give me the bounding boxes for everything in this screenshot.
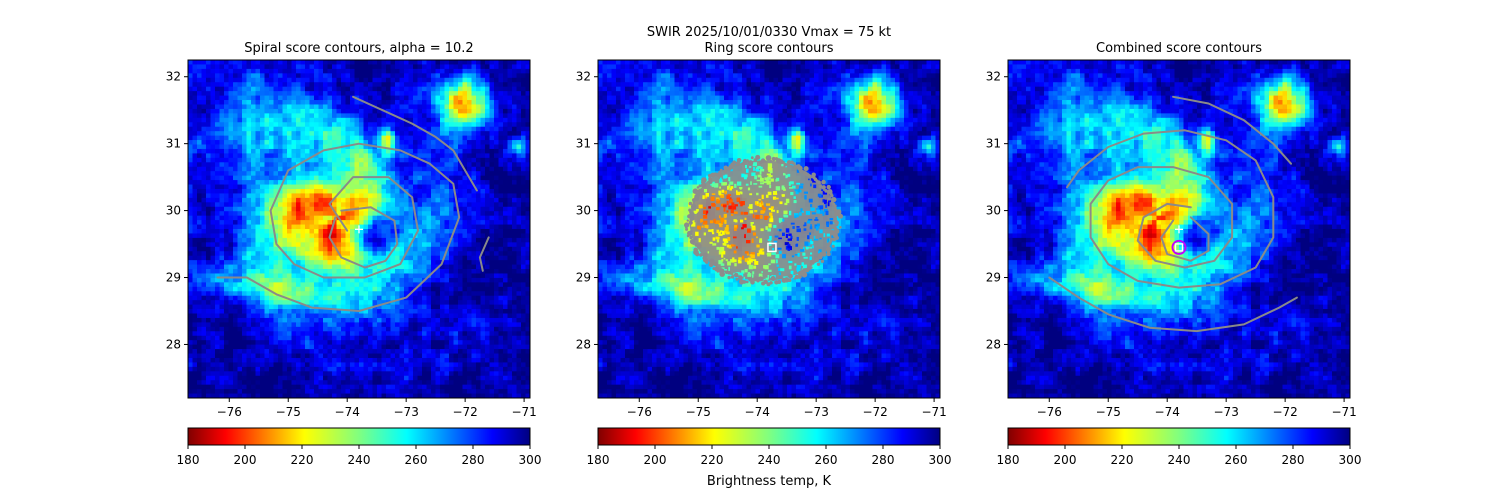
panel-title: Ring score contours (704, 41, 833, 56)
x-tick-label: −76 (217, 405, 242, 419)
x-tick-label: −74 (1155, 405, 1180, 419)
y-tick-label: 30 (986, 204, 1001, 218)
x-tick-label: −71 (921, 405, 946, 419)
y-tick-label: 30 (576, 204, 591, 218)
center-plus-marker (355, 225, 363, 234)
x-tick-label: −74 (335, 405, 360, 419)
y-tick-label: 29 (576, 271, 591, 285)
center-circle-marker (1171, 239, 1187, 255)
colorbar-tick-label: 260 (1225, 453, 1248, 467)
colorbar-label: Brightness temp, K (707, 474, 832, 489)
colorbar-tick-label: 220 (701, 453, 724, 467)
x-tick-label: −75 (686, 405, 711, 419)
y-tick-label: 31 (166, 137, 181, 151)
x-tick-label: −71 (1331, 405, 1356, 419)
axes-frame (1007, 59, 1351, 399)
x-tick-label: −71 (511, 405, 536, 419)
y-tick-label: 31 (986, 137, 1001, 151)
x-tick-label: −73 (1214, 405, 1239, 419)
colorbar-tick-label: 280 (462, 453, 485, 467)
y-tick-label: 32 (166, 70, 181, 84)
colorbar-tick-label: 300 (929, 453, 952, 467)
ring-score-region (684, 154, 843, 287)
colorbar-tick-label: 240 (758, 453, 781, 467)
contour-1-4 (478, 236, 490, 272)
colorbar-tick-label: 180 (177, 453, 200, 467)
y-tick-label: 28 (166, 337, 181, 351)
colorbar-tick-label: 200 (1054, 453, 1077, 467)
center-square-marker (767, 242, 777, 253)
colorbar-tick-label: 220 (1111, 453, 1134, 467)
colorbar-tick-label: 240 (348, 453, 371, 467)
y-tick-label: 28 (986, 337, 1001, 351)
colorbar-tick-label: 260 (405, 453, 428, 467)
contour-3-4 (1160, 216, 1210, 262)
x-tick-label: −73 (804, 405, 829, 419)
axes-frame (597, 59, 941, 399)
center-square-marker (1174, 243, 1184, 252)
panel-3: Combined score contours −76 −75 −74 −73 −72 −7… (986, 41, 1362, 467)
contour-3-2 (1048, 276, 1298, 333)
y-tick-label: 30 (166, 204, 181, 218)
x-tick-label: −76 (627, 405, 652, 419)
colorbar-tick-label: 220 (291, 453, 314, 467)
colorbar-1: 180 200 220 240 260 280 300 (177, 427, 542, 467)
y-tick-label: 29 (166, 271, 181, 285)
panel-title: Spiral score contours, alpha = 10.2 (244, 41, 473, 56)
colorbar-tick-label: 260 (815, 453, 838, 467)
panel-title: Combined score contours (1096, 41, 1262, 56)
y-tick-label: 32 (986, 70, 1001, 84)
colorbar-tick-label: 280 (872, 453, 895, 467)
contour-3-1 (1172, 95, 1292, 165)
colorbar-tick-label: 300 (519, 453, 542, 467)
colorbar-tick-label: 180 (997, 453, 1020, 467)
colorbar-tick-label: 300 (1339, 453, 1362, 467)
axes-frame (187, 59, 531, 399)
center-plus-marker (1175, 225, 1183, 234)
x-tick-label: −76 (1037, 405, 1062, 419)
y-tick-label: 31 (576, 137, 591, 151)
y-tick-label: 32 (576, 70, 591, 84)
colorbar-tick-label: 180 (587, 453, 610, 467)
contour-3-3 (1066, 129, 1275, 289)
colorbar-tick-label: 240 (1168, 453, 1191, 467)
panel-2: Ring score contours −76 −75 −74 −73 −72 −71 28 2… (576, 41, 952, 467)
y-tick-label: 28 (576, 337, 591, 351)
colorbar-tick-label: 280 (1282, 453, 1305, 467)
x-tick-label: −72 (1272, 405, 1297, 419)
x-tick-label: −74 (745, 405, 770, 419)
colorbar-tick-label: 200 (234, 453, 257, 467)
x-tick-label: −75 (276, 405, 301, 419)
x-tick-label: −72 (452, 405, 477, 419)
colorbar-tick-label: 200 (644, 453, 667, 467)
suptitle: SWIR 2025/10/01/0330 Vmax = 75 kt (647, 25, 891, 40)
colorbar-2: 180 200 220 240 260 280 300 (587, 427, 952, 467)
x-tick-label: −72 (862, 405, 887, 419)
colorbar-3: 180 200 220 240 260 280 300 (997, 427, 1362, 467)
contour-1-3 (328, 206, 399, 269)
contour-1-2 (216, 142, 461, 312)
contour-1-1 (352, 95, 478, 192)
panel-1: Spiral score contours, alpha = 10.2 −76 −7… (166, 41, 542, 467)
x-tick-label: −75 (1096, 405, 1121, 419)
x-tick-label: −73 (394, 405, 419, 419)
y-tick-label: 29 (986, 271, 1001, 285)
